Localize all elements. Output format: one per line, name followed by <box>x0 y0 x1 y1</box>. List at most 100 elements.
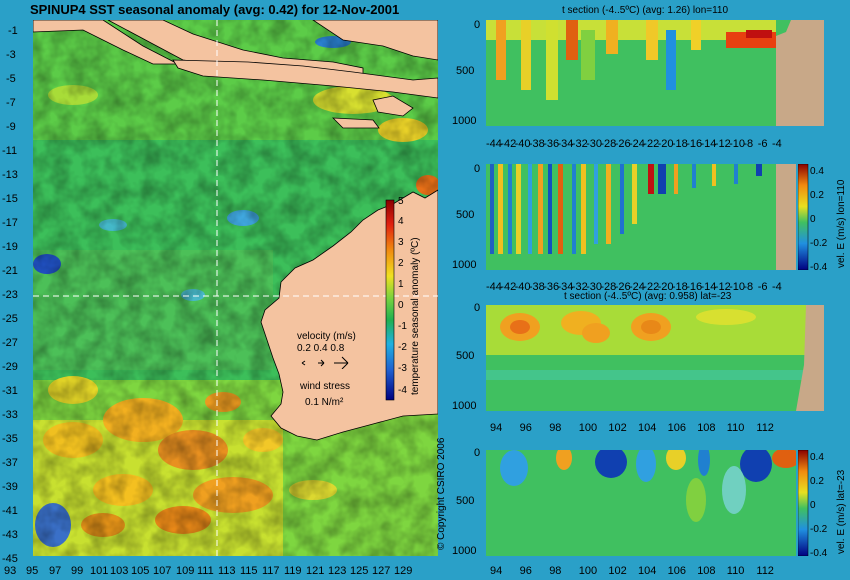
panel2-colorbar <box>798 164 809 270</box>
wind-label: wind stress <box>300 381 351 392</box>
axis-tick: 112 <box>756 422 774 434</box>
axis-tick: -38 <box>528 281 545 293</box>
panel3-temperature-section <box>486 305 824 411</box>
lon-tick: 109 <box>176 565 195 577</box>
lon-tick: 125 <box>350 565 369 577</box>
colorbar-tick: -0.4 <box>810 548 828 559</box>
lon-tick: 105 <box>131 565 150 577</box>
colorbar-tick: -2 <box>398 342 407 353</box>
lon-tick: 95 <box>26 565 39 577</box>
axis-tick: 98 <box>549 565 562 577</box>
lat-tick: -25 <box>2 313 18 325</box>
panel2-lat-axis: -44 -42 -40 -38 -36 -34 -32 -30 -28 -26 -24 -22 -20-… <box>486 282 826 294</box>
axis-tick: -8 <box>743 138 754 150</box>
colorbar-tick: 0.4 <box>810 452 824 463</box>
axis-tick: -24 <box>629 138 645 150</box>
panel1-temperature-section <box>486 20 824 126</box>
velocity-scale: 0.2 0.4 0.8 <box>297 343 345 354</box>
map-colorbar-ticks: 5 4 3 2 1 0 -1 -2 -3 -4 <box>398 196 410 406</box>
axis-tick: -6 <box>757 138 768 150</box>
lon-tick: 121 <box>306 565 325 577</box>
lon-tick: 127 <box>372 565 391 577</box>
axis-tick: -10 <box>729 281 745 293</box>
axis-tick: 94 <box>490 565 503 577</box>
depth-tick: 1000 <box>452 259 477 271</box>
panel2-velocity-section <box>486 164 796 270</box>
colorbar-tick: 5 <box>398 196 404 207</box>
panel4-colorbar-label: vel. E (m/s) lat=-23 <box>836 469 847 554</box>
panel1-lat-axis: -44 -42 -40 -38 -36 -34 -32 -30 -28 -26 -24 -22 -20-… <box>486 139 826 151</box>
depth-tick: 0 <box>474 19 481 31</box>
panel2-colorbar-label: vel. E (m/s) lon=110 <box>836 179 847 268</box>
lon-tick: 93 <box>4 565 17 577</box>
lat-tick: -3 <box>6 49 16 61</box>
depth-tick: 1000 <box>452 545 477 557</box>
lon-tick: 101 <box>90 565 109 577</box>
axis-tick: 100 <box>578 422 598 434</box>
lon-tick: 115 <box>240 565 258 577</box>
axis-tick: 110 <box>726 422 745 434</box>
axis-tick: 112 <box>756 565 774 577</box>
lat-tick: -1 <box>8 25 18 37</box>
sst-anomaly-map <box>33 20 438 556</box>
colorbar-tick: 0 <box>810 214 816 225</box>
lon-tick: 107 <box>153 565 172 577</box>
depth-tick: 1000 <box>452 400 477 412</box>
colorbar-tick: -0.2 <box>810 238 828 249</box>
lat-tick: -9 <box>6 121 16 133</box>
colorbar-tick: -0.4 <box>810 262 828 273</box>
axis-tick: -40 <box>514 281 531 293</box>
axis-tick: -34 <box>557 138 574 150</box>
axis-tick: 104 <box>638 422 657 434</box>
axis-tick: 106 <box>667 565 686 577</box>
lat-axis: -1 -3 -5 -7 -9 -11 -13 -15 -17 -19 -21 -… <box>0 25 30 565</box>
colorbar-tick: 0.2 <box>810 476 824 487</box>
panel3-lon-axis: 94 96 98 100 102 104 106 108 110 112 <box>486 423 826 435</box>
colorbar-tick: -1 <box>398 321 407 332</box>
depth-tick: 500 <box>456 495 475 507</box>
lat-tick: -23 <box>2 289 18 301</box>
lat-tick: -37 <box>2 457 18 469</box>
axis-tick: 110 <box>726 565 745 577</box>
depth-tick: 0 <box>474 302 481 314</box>
axis-tick: -6 <box>757 281 768 293</box>
axis-tick: 96 <box>519 565 532 577</box>
colorbar-tick: 1 <box>398 279 404 290</box>
panel4-lon-axis: 94 96 98 100 102 104 106 108 110 112 <box>486 566 826 578</box>
axis-tick: -16 <box>686 138 703 150</box>
axis-tick: -36 <box>543 281 560 293</box>
axis-tick: -44 <box>486 281 502 293</box>
axis-tick: 100 <box>578 565 598 577</box>
lat-tick: -31 <box>2 385 18 397</box>
axis-tick: -38 <box>528 138 545 150</box>
axis-tick: 94 <box>490 422 503 434</box>
depth-tick: 500 <box>456 65 475 77</box>
lat-tick: -15 <box>2 193 18 205</box>
wind-value: 0.1 N/m² <box>305 397 344 408</box>
axis-tick: -18 <box>671 138 688 150</box>
lat-tick: -13 <box>2 169 18 181</box>
map-title: SPINUP4 SST seasonal anomaly (avg: 0.42)… <box>30 2 400 17</box>
axis-tick: -4 <box>772 138 782 150</box>
lat-tick: -21 <box>2 265 18 277</box>
depth-tick: 500 <box>456 209 475 221</box>
panel3-title: t section (-4..5ºC) (avg: 0.958) lat=-23 <box>564 291 732 302</box>
axis-tick: -16 <box>686 281 703 293</box>
panel1-title: t section (-4..5ºC) (avg: 1.26) lon=110 <box>562 5 729 16</box>
lat-tick: -19 <box>2 241 18 253</box>
colorbar-tick: 3 <box>398 237 404 248</box>
axis-tick: 108 <box>697 422 716 434</box>
map-colorbar <box>385 199 395 401</box>
lat-tick: -39 <box>2 481 18 493</box>
panel4-colorbar <box>798 450 809 556</box>
axis-tick: -26 <box>614 281 631 293</box>
depth-tick: 0 <box>474 447 481 459</box>
axis-tick: -28 <box>600 281 617 293</box>
lon-tick: 99 <box>71 565 84 577</box>
axis-tick: -32 <box>571 138 588 150</box>
axis-tick: -4 <box>772 281 782 293</box>
lon-tick: 97 <box>49 565 62 577</box>
colorbar-tick: 0.2 <box>810 190 824 201</box>
depth-tick: 500 <box>456 350 475 362</box>
colorbar-tick: 0 <box>398 300 404 311</box>
